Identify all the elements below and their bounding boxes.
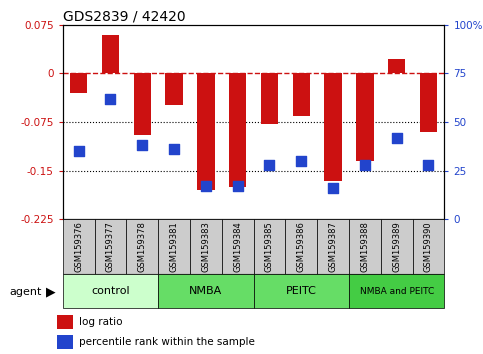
Text: GSM159377: GSM159377 (106, 222, 115, 272)
Text: ▶: ▶ (46, 286, 56, 298)
Point (266, 162, 273, 168)
Bar (229, 73, 246, 187)
Point (298, 158, 305, 164)
Bar (285, 219, 317, 274)
Text: GSM159383: GSM159383 (201, 222, 211, 272)
Bar (158, 274, 254, 308)
Bar (127, 219, 158, 274)
Point (329, 185, 337, 191)
Text: GSM159376: GSM159376 (74, 222, 83, 272)
Bar (349, 219, 381, 274)
Bar (388, 59, 405, 73)
Bar (293, 73, 310, 116)
Text: percentile rank within the sample: percentile rank within the sample (79, 337, 255, 347)
Text: GDS2839 / 42420: GDS2839 / 42420 (63, 10, 185, 24)
Bar (190, 219, 222, 274)
Bar (158, 219, 190, 274)
Bar (356, 73, 374, 161)
Text: GSM159381: GSM159381 (170, 222, 179, 272)
Bar (222, 219, 254, 274)
Bar (412, 219, 444, 274)
Point (361, 162, 369, 168)
Text: GSM159378: GSM159378 (138, 222, 147, 272)
Bar (57, 315, 73, 329)
Text: control: control (91, 286, 130, 296)
Bar (133, 73, 151, 135)
Bar (420, 73, 437, 132)
Point (234, 183, 242, 189)
Bar (381, 219, 412, 274)
Text: GSM159385: GSM159385 (265, 222, 274, 272)
Bar (70, 73, 87, 93)
Text: GSM159384: GSM159384 (233, 222, 242, 272)
Bar (197, 73, 214, 190)
Bar (254, 219, 285, 274)
Bar (57, 335, 73, 348)
Point (139, 143, 146, 148)
Text: PEITC: PEITC (286, 286, 317, 296)
Text: agent: agent (10, 287, 42, 297)
Text: GSM159387: GSM159387 (328, 222, 338, 272)
Point (202, 183, 210, 189)
Bar (165, 73, 183, 105)
Bar (324, 73, 342, 181)
Bar (254, 274, 349, 308)
Bar (349, 274, 444, 308)
Point (107, 96, 114, 102)
Bar (63, 219, 95, 274)
Point (425, 162, 432, 168)
Bar (317, 219, 349, 274)
Point (170, 147, 178, 152)
Text: GSM159390: GSM159390 (424, 222, 433, 272)
Text: NMBA: NMBA (189, 286, 223, 296)
Text: NMBA and PEITC: NMBA and PEITC (359, 287, 434, 296)
Text: GSM159389: GSM159389 (392, 222, 401, 272)
Bar (95, 219, 127, 274)
Text: GSM159388: GSM159388 (360, 222, 369, 272)
Bar (102, 34, 119, 73)
Text: GSM159386: GSM159386 (297, 222, 306, 272)
Bar (63, 274, 158, 308)
Text: log ratio: log ratio (79, 318, 123, 327)
Point (75, 149, 83, 154)
Point (393, 135, 400, 141)
Bar (261, 73, 278, 124)
